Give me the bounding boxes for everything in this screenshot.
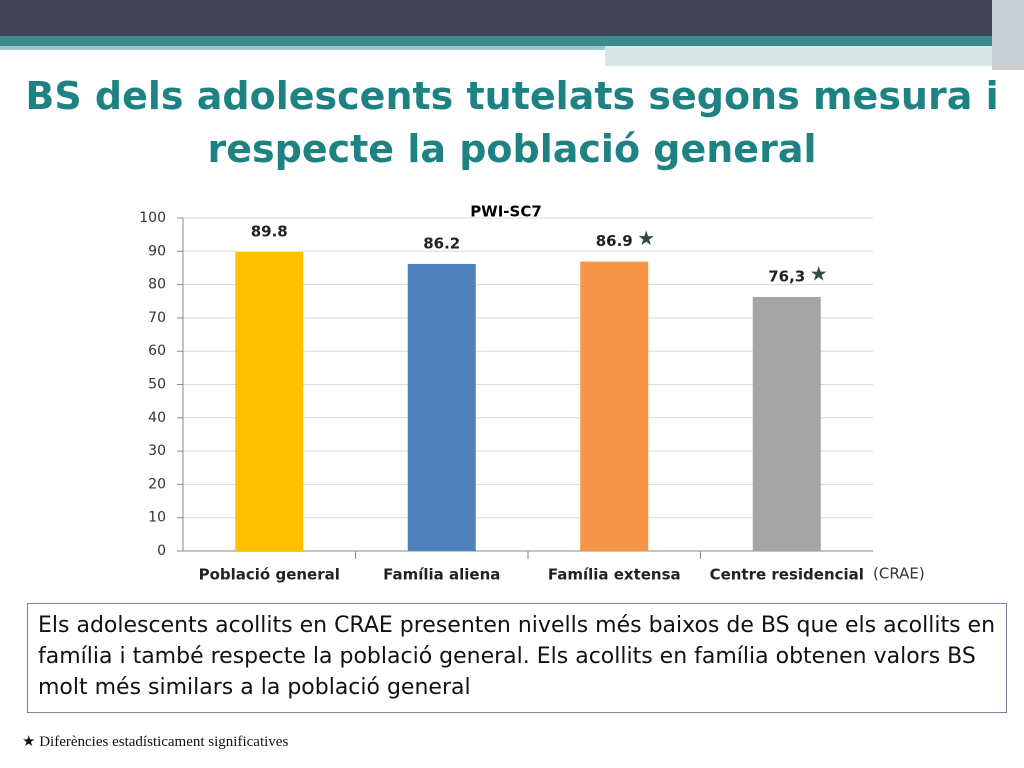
bar bbox=[407, 263, 476, 551]
footnote-row: ★ Diferències estadísticament significat… bbox=[22, 732, 288, 751]
annotation: (CRAE) bbox=[873, 565, 925, 583]
value-label: 86.2 bbox=[423, 234, 460, 252]
value-label: 86.9 bbox=[596, 232, 633, 250]
y-tick-label: 60 bbox=[148, 343, 166, 359]
top-stripe-light bbox=[0, 46, 605, 50]
top-stripe bbox=[0, 36, 1024, 46]
y-tick-label: 10 bbox=[148, 510, 166, 526]
x-tick-label: Centre residencial bbox=[710, 566, 864, 584]
y-tick-label: 100 bbox=[139, 210, 166, 226]
footnote: Diferències estadísticament significativ… bbox=[39, 734, 289, 750]
chart-title: PWI-SC7 bbox=[470, 203, 542, 221]
top-bar bbox=[0, 0, 1024, 36]
bar bbox=[752, 296, 821, 551]
text-box: Els adolescents acollits en CRAE present… bbox=[27, 603, 1007, 713]
y-tick-label: 20 bbox=[148, 476, 166, 492]
corner-lines bbox=[992, 0, 1024, 70]
y-tick-label: 50 bbox=[148, 377, 166, 393]
y-tick-label: 70 bbox=[148, 310, 166, 326]
value-label: 76,3 bbox=[768, 267, 805, 285]
slide-title: BS dels adolescents tutelats segons mesu… bbox=[25, 74, 999, 171]
value-label: 89.8 bbox=[251, 222, 288, 240]
y-tick-label: 0 bbox=[157, 543, 166, 559]
significance-star: ★ bbox=[810, 261, 828, 285]
bar bbox=[235, 251, 304, 551]
significance-star: ★ bbox=[637, 226, 655, 250]
bar bbox=[580, 261, 649, 551]
x-tick-label: Població general bbox=[199, 566, 340, 584]
top-stripe-right bbox=[605, 46, 1024, 66]
x-tick-label: Família extensa bbox=[548, 566, 681, 584]
y-tick-label: 90 bbox=[148, 243, 166, 259]
y-tick-label: 40 bbox=[148, 410, 166, 426]
y-tick-label: 30 bbox=[148, 443, 166, 459]
y-tick-label: 80 bbox=[148, 277, 166, 293]
x-tick-label: Família aliena bbox=[383, 566, 500, 584]
star-icon: ★ bbox=[22, 734, 40, 750]
